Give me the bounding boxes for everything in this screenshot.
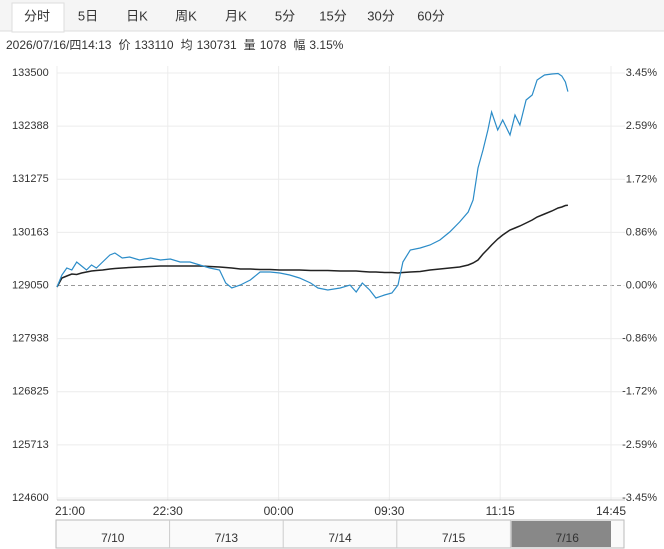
tab[interactable]: 分时 xyxy=(24,8,50,23)
navigator: 7/10 7/13 7/14 7/15 7/16 xyxy=(55,519,625,549)
y2-tick-label: 3.45% xyxy=(626,67,657,79)
info-vol-label: 量 xyxy=(244,38,256,52)
y-tick-label: 130163 xyxy=(12,226,49,238)
x-tick-label: 09:30 xyxy=(374,504,404,518)
navigator-label[interactable]: 7/16 xyxy=(556,531,580,545)
y2-tick-label: -0.86% xyxy=(622,332,657,344)
info-avg: 130731 xyxy=(197,38,237,52)
y2-tick-label: 0.00% xyxy=(626,279,657,291)
tab-selected-bg xyxy=(11,2,65,33)
navigator-label[interactable]: 7/10 xyxy=(101,531,125,545)
y2-tick-label: -3.45% xyxy=(622,492,657,504)
x-tick-label: 14:45 xyxy=(596,504,626,518)
plot: 133500 132388 131275 130163 129050 127938 1268… xyxy=(12,66,657,518)
average-line xyxy=(56,204,568,288)
tab[interactable]: 60分 xyxy=(417,8,444,23)
tab[interactable]: 月K xyxy=(225,8,247,23)
x-tick-label: 00:00 xyxy=(264,504,294,518)
y-tick-label: 127938 xyxy=(12,333,49,345)
navigator-selected xyxy=(511,521,611,547)
y2-tick-label: 1.72% xyxy=(626,173,657,185)
y2-tick-label: -2.59% xyxy=(622,439,657,451)
y2-tick-label: -1.72% xyxy=(622,385,657,397)
y-tick-label: 132388 xyxy=(12,120,49,132)
y-tick-label: 125713 xyxy=(12,439,49,451)
y-tick-label: 124600 xyxy=(12,492,49,504)
info-range-label: 幅 xyxy=(293,37,305,52)
info-line: 2026/07/16/四14:13 价 133110 均 130731 量 1078 幅 3.1… xyxy=(6,37,344,52)
info-price: 133110 xyxy=(134,38,173,52)
tab[interactable]: 15分 xyxy=(319,8,346,23)
x-tick-label: 21:00 xyxy=(55,504,85,518)
tab[interactable]: 5日 xyxy=(78,8,98,23)
info-time: 2026/07/16/四14:13 xyxy=(6,38,112,52)
tab[interactable]: 日K xyxy=(126,8,148,23)
x-tick-label: 11:15 xyxy=(486,504,515,518)
navigator-label[interactable]: 7/13 xyxy=(215,531,239,545)
navigator-label[interactable]: 7/14 xyxy=(328,531,352,545)
info-range: 3.15% xyxy=(309,38,343,52)
x-tick-label: 22:30 xyxy=(153,504,183,518)
info-avg-label: 均 xyxy=(181,38,193,52)
tab-bar xyxy=(0,0,664,31)
y-tick-label: 129050 xyxy=(12,279,49,291)
price-line xyxy=(56,72,569,299)
tab[interactable]: 5分 xyxy=(275,8,295,23)
y-tick-label: 131275 xyxy=(12,173,49,185)
y2-tick-label: 2.59% xyxy=(626,120,657,132)
info-price-label: 价 xyxy=(118,38,130,52)
tab[interactable]: 30分 xyxy=(367,8,394,23)
y2-tick-label: 0.86% xyxy=(626,226,657,238)
tab[interactable]: 周K xyxy=(175,8,197,23)
y-tick-label: 126825 xyxy=(12,386,49,398)
y-tick-label: 133500 xyxy=(12,67,49,79)
tabs: 分时 5日 日K 周K 月K 5分 15分 30分 60分 xyxy=(11,2,445,33)
info-vol: 1078 xyxy=(260,38,287,52)
navigator-label[interactable]: 7/15 xyxy=(442,531,466,545)
